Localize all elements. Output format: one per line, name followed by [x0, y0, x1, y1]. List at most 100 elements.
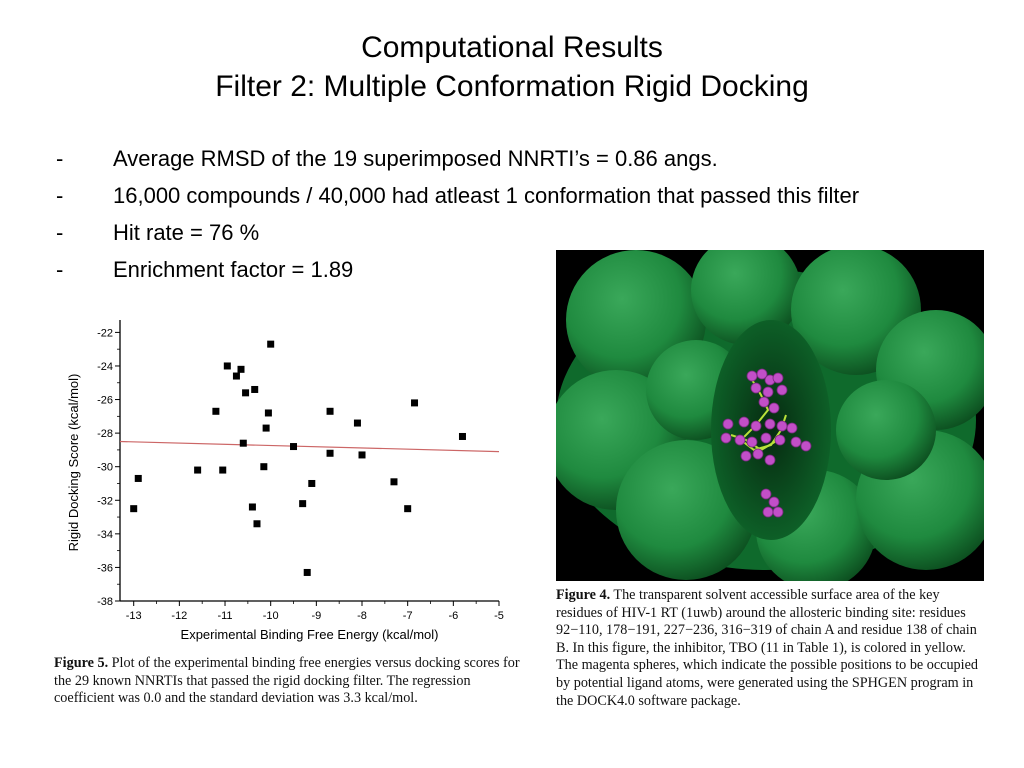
bullet-item: - Enrichment factor = 1.89	[52, 251, 1012, 288]
x-tick-label: -5	[494, 610, 504, 622]
bullet-dash: -	[56, 220, 64, 245]
data-point	[290, 443, 298, 451]
data-point	[134, 474, 142, 482]
data-point	[223, 362, 231, 370]
data-point	[264, 409, 272, 417]
x-tick-label: -12	[171, 610, 187, 622]
chart-axes: -22 -24 -26 -28 -30 -32 -34 -36 -38 -13 -12 -11 -10 -…	[97, 320, 504, 622]
bullet-item: - Average RMSD of the 19 superimposed NN…	[52, 140, 1012, 177]
sphere	[790, 436, 802, 448]
figure-4-text: The transparent solvent accessible surfa…	[556, 587, 978, 709]
sphere	[738, 416, 750, 428]
data-point	[411, 399, 419, 407]
bullet-dash: -	[56, 257, 64, 282]
data-point	[458, 432, 466, 440]
sphere	[746, 436, 758, 448]
data-point	[303, 568, 311, 576]
sphere	[722, 418, 734, 430]
y-tick-label: -28	[97, 428, 113, 440]
data-point	[267, 340, 275, 348]
y-tick-label: -38	[97, 596, 113, 608]
data-point	[232, 372, 240, 380]
sphere	[762, 506, 774, 518]
slide-title: Computational Results Filter 2: Multiple…	[0, 28, 1024, 106]
sphere	[764, 454, 776, 466]
data-point	[308, 479, 316, 487]
sphere	[768, 402, 780, 414]
bullet-text: Enrichment factor = 1.89	[113, 257, 354, 282]
sphere	[800, 440, 812, 452]
x-tick-label: -9	[311, 610, 321, 622]
bullet-list: - Average RMSD of the 19 superimposed NN…	[52, 140, 1012, 288]
sphere	[756, 368, 768, 380]
data-point	[242, 389, 250, 397]
y-tick-label: -30	[97, 462, 113, 474]
magenta-spheres	[720, 368, 812, 518]
sphere	[750, 420, 762, 432]
bullet-text: 16,000 compounds / 40,000 had atleast 1 …	[113, 183, 860, 208]
x-tick-label: -8	[357, 610, 367, 622]
y-tick-label: -34	[97, 529, 113, 541]
x-tick-label: -13	[126, 610, 142, 622]
bullet-dash: -	[56, 183, 64, 208]
data-point	[358, 451, 366, 459]
sphere	[764, 418, 776, 430]
regression-line	[119, 440, 500, 453]
y-tick-label: -24	[97, 361, 113, 373]
x-tick-label: -6	[448, 610, 458, 622]
title-line-1: Computational Results	[361, 31, 663, 64]
regression-line-group	[119, 440, 500, 453]
data-points	[130, 340, 466, 576]
y-axis-label: Rigid Docking Score (kcal/mol)	[66, 374, 81, 552]
data-point	[212, 407, 220, 415]
data-point	[299, 500, 307, 508]
sphere	[746, 370, 758, 382]
sphere	[760, 488, 772, 500]
title-line-2: Filter 2: Multiple Conformation Rigid Do…	[215, 70, 809, 103]
sphere	[752, 448, 764, 460]
data-point	[248, 503, 256, 511]
data-point	[237, 365, 245, 373]
x-tick-label: -7	[403, 610, 413, 622]
data-point	[194, 466, 202, 474]
bullet-text: Hit rate = 76 %	[113, 220, 260, 245]
figure-5-label: Figure 5.	[54, 655, 109, 671]
protein-surface	[556, 250, 984, 581]
sphere	[760, 432, 772, 444]
data-point	[219, 466, 227, 474]
sphere	[772, 372, 784, 384]
data-point	[326, 407, 334, 415]
y-tick-label: -36	[97, 562, 113, 574]
figure-5-text: Plot of the experimental binding free en…	[54, 655, 520, 707]
molecular-surface-image	[556, 250, 984, 581]
data-point	[353, 419, 361, 427]
bullet-dash: -	[56, 146, 64, 171]
scatter-plot-svg: -22 -24 -26 -28 -30 -32 -34 -36 -38 -13 -12 -11 -10 -…	[66, 320, 504, 642]
sphere	[768, 496, 780, 508]
data-point	[326, 449, 334, 457]
bullet-text: Average RMSD of the 19 superimposed NNRT…	[113, 146, 718, 171]
y-tick-label: -32	[97, 495, 113, 507]
x-tick-label: -11	[217, 610, 232, 622]
sphere	[758, 396, 770, 408]
scatter-chart: -22 -24 -26 -28 -30 -32 -34 -36 -38 -13 -12 -11 -10 -…	[54, 310, 524, 655]
y-tick-label: -22	[97, 327, 113, 339]
sphere	[740, 450, 752, 462]
figure-4-label: Figure 4.	[556, 587, 611, 603]
data-point	[239, 439, 247, 447]
sphere	[776, 420, 788, 432]
protein-surface-render	[556, 250, 984, 581]
bullet-item: - Hit rate = 76 %	[52, 214, 1012, 251]
figure-5-caption: Figure 5. Plot of the experimental bindi…	[54, 655, 520, 708]
x-tick-label: -10	[263, 610, 279, 622]
sphere	[734, 434, 746, 446]
data-point	[253, 520, 261, 528]
data-point	[260, 463, 268, 471]
sphere	[762, 386, 774, 398]
sphere	[720, 432, 732, 444]
data-point	[130, 505, 138, 513]
data-point	[404, 505, 412, 513]
sphere	[774, 434, 786, 446]
bullet-item: - 16,000 compounds / 40,000 had atleast …	[52, 177, 1012, 214]
x-axis-label: Experimental Binding Free Energy (kcal/m…	[181, 627, 439, 642]
